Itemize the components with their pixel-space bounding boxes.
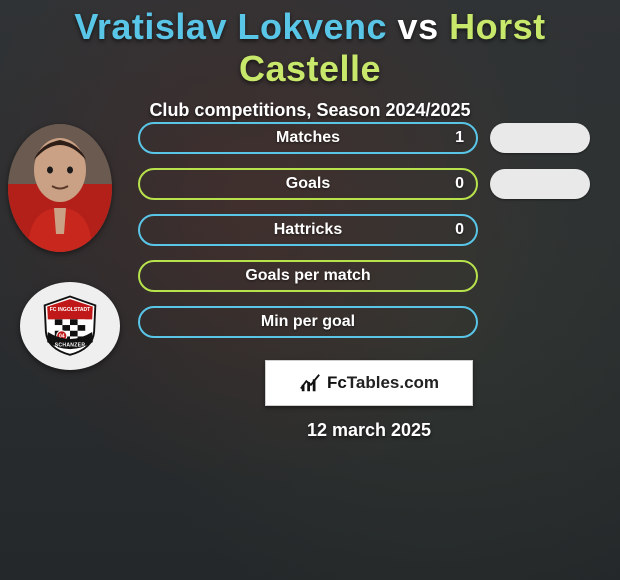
stat-label: Hattricks	[274, 221, 342, 239]
stats-list: Matches 1 Goals 0 Hattricks 0 Goals per …	[138, 122, 600, 441]
player1-avatar	[8, 124, 112, 252]
subtitle: Club competitions, Season 2024/2025	[0, 100, 620, 121]
stat-pill-right	[490, 169, 590, 199]
stat-pill-left: Goals per match	[138, 260, 478, 292]
stat-label: Goals per match	[245, 267, 370, 285]
stat-row-matches: Matches 1	[138, 122, 600, 154]
club-badge: FC INGOLSTADT 04 SCHANZER	[20, 282, 120, 370]
stat-value-left: 1	[455, 129, 464, 147]
stat-label: Min per goal	[261, 313, 355, 331]
stat-row-goals: Goals 0	[138, 168, 600, 200]
svg-text:FC INGOLSTADT: FC INGOLSTADT	[50, 307, 91, 313]
brand-suffix: Tables.com	[347, 373, 439, 392]
left-column: FC INGOLSTADT 04 SCHANZER	[8, 124, 128, 370]
avatar-placeholder-icon	[8, 124, 112, 252]
stat-row-min-per-goal: Min per goal	[138, 306, 600, 338]
stat-value-left: 0	[455, 175, 464, 193]
brand-text: FcTables.com	[327, 373, 439, 393]
stat-row-hattricks: Hattricks 0	[138, 214, 600, 246]
chart-icon	[299, 372, 321, 394]
page-title: Vratislav Lokvenc vs Horst Castelle	[0, 0, 620, 90]
brand-box[interactable]: FcTables.com	[265, 360, 473, 406]
stat-pill-left: Min per goal	[138, 306, 478, 338]
svg-text:SCHANZER: SCHANZER	[55, 343, 86, 349]
stat-value-left: 0	[455, 221, 464, 239]
stat-pill-right	[490, 123, 590, 153]
vs-separator: vs	[398, 6, 439, 47]
brand-prefix: Fc	[327, 373, 347, 392]
club-crest-icon: FC INGOLSTADT 04 SCHANZER	[34, 294, 106, 357]
player1-name: Vratislav Lokvenc	[74, 6, 387, 47]
stat-pill-left: Hattricks 0	[138, 214, 478, 246]
stat-pill-left: Matches 1	[138, 122, 478, 154]
stat-pill-left: Goals 0	[138, 168, 478, 200]
stat-label: Goals	[286, 175, 330, 193]
date-line: 12 march 2025	[138, 420, 600, 441]
stat-label: Matches	[276, 129, 340, 147]
stat-row-goals-per-match: Goals per match	[138, 260, 600, 292]
